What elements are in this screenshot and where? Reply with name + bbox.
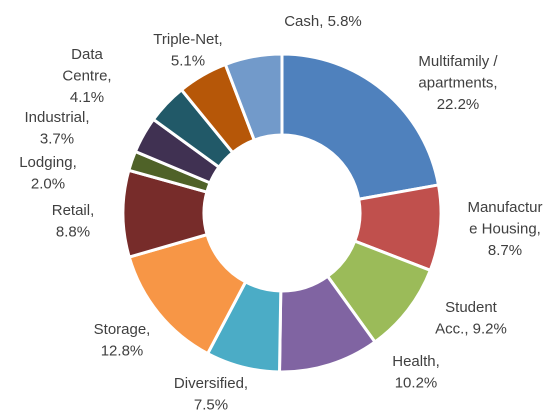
- slice-label-line: Acc., 9.2%: [435, 320, 507, 337]
- slice-label-line: Industrial,: [24, 109, 89, 126]
- slice-label: Triple-Net, 5.1%: [153, 31, 222, 70]
- slice-label-line: Storage,: [94, 321, 151, 338]
- donut-slice: [280, 52, 441, 201]
- slice-label: Health, 10.2%: [392, 353, 440, 392]
- slice-label: Student Acc., 9.2%: [435, 299, 507, 338]
- slice-label-line: 7.5%: [194, 396, 228, 412]
- slice-label-line: 2.0%: [31, 175, 65, 192]
- slice-label-line: 3.7%: [40, 130, 74, 147]
- slice-label-line: Centre,: [62, 67, 111, 84]
- slice-label-line: Student: [445, 299, 498, 316]
- slice-label-line: 22.2%: [437, 96, 480, 113]
- slice-label-line: apartments,: [418, 74, 497, 91]
- slice-label-line: Health,: [392, 353, 440, 370]
- slice-label: Cash, 5.8%: [284, 13, 362, 30]
- slice-label: Diversified, 7.5%: [174, 375, 248, 412]
- slice-label: Storage, 12.8%: [94, 321, 151, 360]
- slice-label: Lodging, 2.0%: [19, 154, 77, 193]
- slice-label-line: 10.2%: [395, 374, 438, 391]
- donut-slice: [223, 52, 284, 143]
- slice-label-line: Retail,: [52, 202, 95, 219]
- slice-label: Industrial, 3.7%: [24, 109, 89, 148]
- slice-label: Data Centre, 4.1%: [62, 46, 111, 106]
- slice-label-line: e Housing,: [469, 220, 541, 237]
- slice-label-line: 4.1%: [70, 89, 104, 106]
- slice-label: Manufactur e Housing, 8.7%: [467, 199, 542, 259]
- slice-label-line: 8.7%: [488, 242, 522, 259]
- slice-label-line: Lodging,: [19, 154, 77, 171]
- slice-label-line: 12.8%: [101, 342, 144, 359]
- slice-label-line: Multifamily /: [418, 53, 498, 70]
- slice-label-line: Diversified,: [174, 375, 248, 392]
- slice-label-line: Data: [71, 46, 103, 63]
- slice-label-line: Manufactur: [467, 199, 542, 216]
- slice-label-line: Cash, 5.8%: [284, 13, 362, 30]
- slice-label-line: 8.8%: [56, 223, 90, 240]
- slice-label: Multifamily / apartments, 22.2%: [418, 53, 498, 113]
- slice-label-line: 5.1%: [171, 52, 205, 69]
- slice-label-line: Triple-Net,: [153, 31, 222, 48]
- slice-label: Retail, 8.8%: [52, 202, 95, 241]
